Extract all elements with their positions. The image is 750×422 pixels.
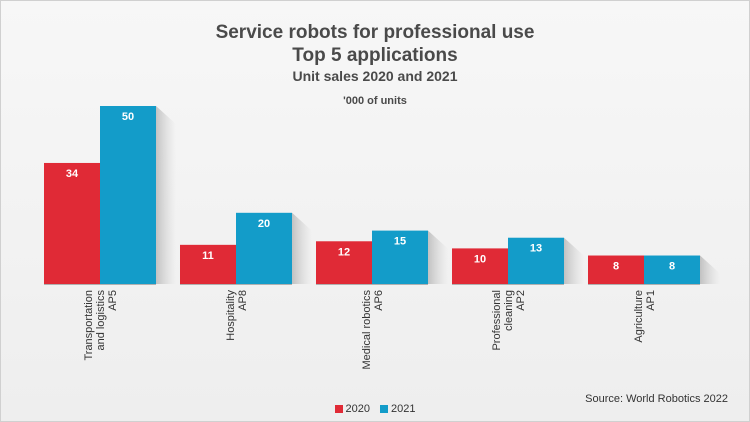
- category-label: AgricultureAP1: [633, 290, 657, 343]
- category-label: HospitalityAP8: [225, 290, 249, 341]
- data-label: 12: [338, 246, 350, 258]
- legend-item-2020: 2020: [334, 403, 370, 415]
- bar-2020-0: [44, 162, 100, 284]
- bar-shadow: [428, 230, 448, 284]
- data-label: 20: [258, 218, 270, 230]
- legend-label-2020: 2020: [345, 403, 370, 415]
- data-label: 13: [530, 243, 542, 255]
- bar-2020-4: [588, 255, 644, 284]
- legend-swatch-2021: [380, 405, 388, 413]
- data-label: 50: [122, 111, 134, 123]
- chart-subtitle-2: Unit sales 2020 and 2021: [292, 68, 458, 84]
- data-label: 8: [669, 261, 675, 273]
- bar-2020-3: [452, 248, 508, 284]
- bar-shadow: [700, 255, 720, 284]
- bar-2020-1: [180, 244, 236, 284]
- legend-item-2021: 2021: [380, 403, 415, 415]
- unit-note: '000 of units: [343, 95, 407, 107]
- category-label: Medical roboticsAP6: [361, 290, 385, 370]
- legend-label-2021: 2021: [391, 403, 416, 415]
- category-label: ProfessionalcleaningAP2: [491, 290, 527, 351]
- category-label: Transportationand logisticsAP5: [83, 290, 119, 361]
- source-note: Source: World Robotics 2022: [585, 393, 728, 405]
- bar-shadow: [292, 212, 312, 284]
- legend: 2020 2021: [0, 403, 750, 415]
- chart-subtitle: Top 5 applications: [292, 45, 458, 66]
- bar-2021-0: [100, 106, 156, 284]
- data-label: 15: [394, 236, 406, 248]
- bar-2021-2: [372, 230, 428, 284]
- data-label: 10: [474, 253, 486, 265]
- legend-swatch-2020: [334, 405, 343, 413]
- bar-shadow: [564, 237, 584, 284]
- data-label: 11: [202, 250, 214, 262]
- bar-shadow: [156, 106, 176, 284]
- bar-2021-3: [508, 237, 564, 284]
- bar-2021-4: [644, 255, 700, 284]
- chart-title: Service robots for professional use: [215, 22, 535, 43]
- bar-2020-2: [316, 241, 372, 284]
- data-label: 34: [66, 168, 79, 180]
- data-label: 8: [613, 261, 619, 273]
- bar-2021-1: [236, 212, 292, 284]
